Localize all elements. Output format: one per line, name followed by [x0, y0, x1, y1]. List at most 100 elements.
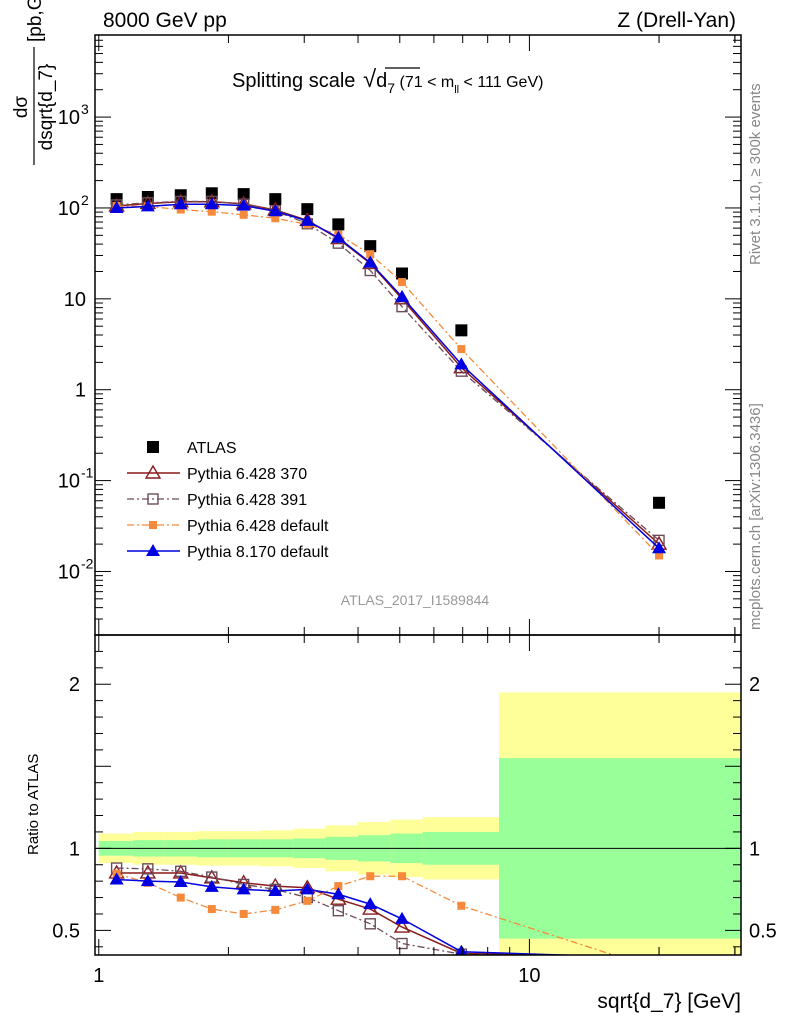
point-p8def-3 [204, 197, 219, 210]
ratio-point-p8def-0 [109, 872, 124, 885]
ratio-point-p8def-2 [173, 874, 188, 887]
point-p6def-3 [207, 207, 216, 216]
point-data-6 [301, 203, 314, 216]
y-tick-label-0.01: 10 [58, 561, 80, 583]
y-tick-exp-1000: 3 [81, 101, 89, 117]
point-p6def-10 [457, 345, 466, 354]
point-data-7 [332, 218, 345, 231]
y-axis-label-main: dσ dsqrt{d_7} [pb,GeV-1] [11, 0, 57, 165]
y-tick-label-1000: 10 [58, 107, 80, 129]
main-title: Splitting scale √d7 (71 < mll < 111 GeV) [232, 66, 543, 96]
point-p8def-1 [140, 199, 155, 212]
ylabel-unit-pre: [pb,GeV [25, 0, 46, 42]
mcplots-label: mcplots.cern.ch [arXiv:1306.3436] [747, 403, 764, 630]
ratio-point-p8def-4 [236, 882, 251, 895]
collision-energy-label: 8000 GeV pp [103, 9, 227, 32]
legend-label-p370: Pythia 6.428 370 [187, 466, 307, 483]
ylabel-numerator: dσ [11, 96, 32, 119]
ratio-point-p8def-7 [331, 887, 346, 900]
line-p391 [116, 200, 660, 541]
x-tick-label-10: 10 [518, 965, 540, 987]
ratio-line-p8def [116, 878, 583, 955]
process-label: Z (Drell-Yan) [617, 9, 736, 32]
point-data-4 [237, 188, 250, 201]
title-var-sub: 7 [387, 80, 395, 96]
ratio-tick-label-left-0.5: 0.5 [52, 920, 80, 942]
ratio-point-p370-9 [393, 918, 411, 933]
title-cut-post: < 111 GeV) [459, 74, 543, 91]
point-p6def-8 [366, 250, 375, 259]
ratio-point-p8def-3 [204, 879, 219, 892]
x-tick-label-1: 1 [93, 965, 104, 987]
point-p6def-9 [398, 278, 407, 287]
point-data-8 [364, 240, 377, 253]
ratio-line-p6def [116, 873, 616, 955]
ratio-tick-label-right-0.5: 0.5 [749, 920, 777, 942]
ratio-point-p6def-2 [176, 893, 185, 902]
y-tick-exp-0.01: -2 [81, 555, 94, 571]
point-p6def-5 [271, 214, 280, 223]
point-p8def-5 [268, 204, 283, 217]
point-data-9 [396, 267, 409, 280]
legend-label-p391: Pythia 6.428 391 [187, 492, 307, 509]
line-p6def [116, 205, 660, 556]
ratio-point-p391-7 [332, 904, 345, 917]
sqrt-sign: √ [363, 66, 377, 93]
ratio-point-p8def-1 [140, 874, 155, 887]
ratio-tick-label-left-2: 2 [69, 674, 80, 696]
y-tick-label-10: 10 [64, 289, 86, 311]
point-p6def-11 [655, 551, 664, 560]
point-data-5 [269, 193, 282, 206]
main-panel-series [108, 187, 668, 560]
ratio-panel-series [108, 862, 616, 955]
legend-marker-data [147, 441, 159, 453]
ratio-point-p391-8 [364, 918, 376, 930]
line-p8def [116, 203, 660, 549]
ratio-tick-label-right-1: 1 [749, 838, 760, 860]
title-var: d [376, 70, 387, 92]
point-p8def-4 [236, 198, 251, 211]
ratio-point-p8def-5 [268, 884, 283, 896]
analysis-watermark: ATLAS_2017_I1589844 [341, 592, 490, 608]
ratio-point-p6def-4 [239, 909, 248, 918]
legend-label-p6def: Pythia 6.428 default [187, 518, 329, 535]
ylabel-denominator: dsqrt{d_7} [36, 64, 57, 151]
ratio-point-p8def-9 [395, 911, 410, 924]
legend: ATLAS Pythia 6.428 370 Pythia 6.428 391 Pyt… [127, 440, 329, 561]
legend-marker-p391 [147, 493, 159, 505]
point-p8def-11 [652, 541, 667, 554]
y-tick-label-100: 10 [58, 198, 80, 220]
title-cut-pre: (71 < m [395, 74, 454, 91]
ratio-point-p8def-6 [300, 882, 315, 895]
ratio-tick-label-right-2: 2 [749, 674, 760, 696]
point-p6def-2 [176, 205, 185, 214]
ratio-point-p6def-7 [334, 882, 343, 891]
legend-label-data: ATLAS [187, 440, 237, 457]
legend-label-p8def: Pythia 8.170 default [187, 544, 329, 561]
point-p8def-0 [109, 200, 124, 213]
ratio-point-p6def-3 [207, 905, 216, 914]
point-p8def-10 [454, 357, 469, 370]
point-p6def-4 [239, 210, 248, 219]
rivet-label: Rivet 3.1.10, ≥ 300k events [747, 83, 764, 265]
ratio-point-p6def-8 [366, 872, 375, 881]
ratio-point-p6def-9 [398, 872, 407, 881]
point-p8def-2 [173, 197, 188, 210]
point-p8def-9 [395, 289, 410, 302]
legend-marker-p370 [144, 464, 162, 479]
y-tick-label-1: 1 [75, 380, 86, 402]
y-tick-exp-0.1: -1 [81, 465, 94, 481]
point-p8def-7 [331, 230, 346, 243]
legend-marker-p6def [149, 521, 157, 529]
ylabel-unit: [pb,GeV-1] [22, 0, 46, 42]
y-axis-label-ratio: Ratio to ATLAS [25, 754, 42, 855]
point-p8def-8 [363, 255, 378, 268]
point-data-11 [653, 496, 666, 509]
title-prefix: Splitting scale [232, 70, 361, 92]
x-axis-label: sqrt{d_7} [GeV] [597, 990, 741, 1013]
ratio-point-p8def-10 [455, 944, 468, 955]
ratio-point-p6def-5 [271, 905, 280, 914]
legend-marker-p8def [146, 544, 160, 556]
